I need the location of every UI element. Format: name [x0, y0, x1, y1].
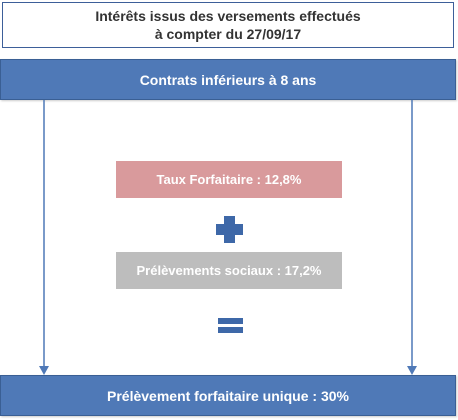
- title-line-2: à compter du 27/09/17: [154, 26, 302, 42]
- top-band: Contrats inférieurs à 8 ans: [0, 59, 456, 100]
- right-arrow-head: [407, 366, 417, 375]
- bottom-band-label: Prélèvement forfaitaire unique : 30%: [107, 387, 349, 404]
- social-levies-label: Prélèvements sociaux : 17,2%: [136, 263, 322, 278]
- title-box: Intérêts issus des versements effectués …: [2, 2, 454, 48]
- flat-rate-box: Taux Forfaitaire : 12,8%: [116, 161, 342, 198]
- flat-rate-label: Taux Forfaitaire : 12,8%: [156, 172, 302, 187]
- left-arrow-head: [39, 366, 49, 375]
- plus-icon: [216, 216, 243, 243]
- equals-icon: [218, 318, 243, 333]
- top-band-label: Contrats inférieurs à 8 ans: [139, 71, 317, 88]
- title-line-1: Intérêts issus des versements effectués: [95, 8, 361, 24]
- social-levies-box: Prélèvements sociaux : 17,2%: [116, 252, 342, 289]
- bottom-band: Prélèvement forfaitaire unique : 30%: [0, 375, 456, 416]
